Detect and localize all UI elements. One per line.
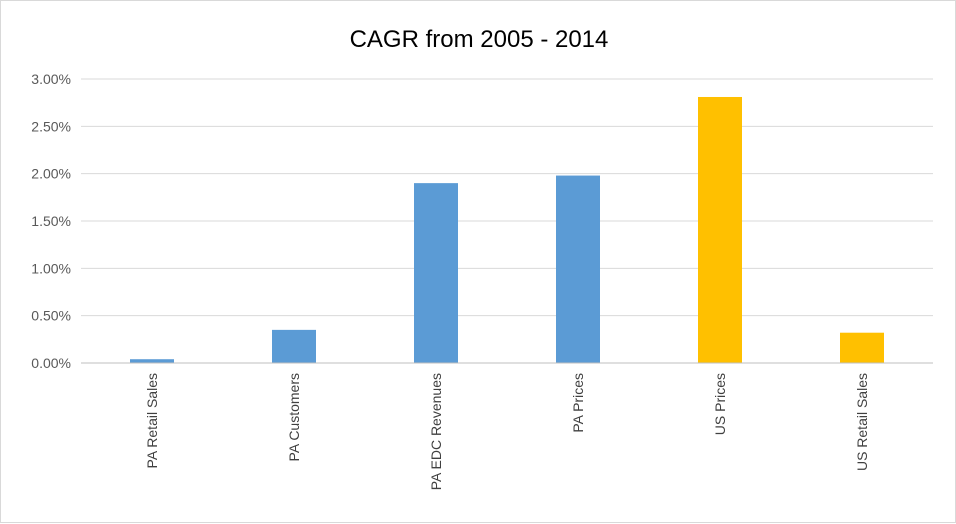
bar-pa-customers [272, 329, 316, 363]
x-category-label: PA Retail Sales [144, 373, 160, 468]
y-tick-label: 3.00% [31, 71, 71, 87]
gridlines [81, 78, 933, 364]
x-axis-category-labels: PA Retail Sales PA Customers PA EDC Revenu… [144, 373, 870, 490]
x-category-label: PA Prices [570, 373, 586, 433]
x-category-label: US Prices [712, 373, 728, 435]
bars [130, 96, 884, 363]
y-tick-label: 2.50% [31, 118, 71, 134]
bar-us-prices [698, 96, 742, 363]
y-tick-label: 0.50% [31, 308, 71, 324]
x-category-label: US Retail Sales [854, 373, 870, 471]
y-tick-label: 1.00% [31, 260, 71, 276]
bar-us-retail-sales [840, 332, 884, 363]
x-category-label: PA Customers [286, 373, 302, 461]
y-tick-label: 2.00% [31, 166, 71, 182]
chart-title: CAGR from 2005 - 2014 [350, 26, 609, 53]
y-axis-tick-labels: 0.00% 0.50% 1.00% 1.50% 2.00% 2.50% 3.00% [31, 71, 71, 371]
y-tick-label: 1.50% [31, 213, 71, 229]
bar-pa-prices [556, 175, 600, 363]
bar-pa-edc-revenues [414, 183, 458, 363]
y-tick-label: 0.00% [31, 355, 71, 371]
x-category-label: PA EDC Revenues [428, 373, 444, 490]
bar-pa-retail-sales [130, 359, 174, 363]
